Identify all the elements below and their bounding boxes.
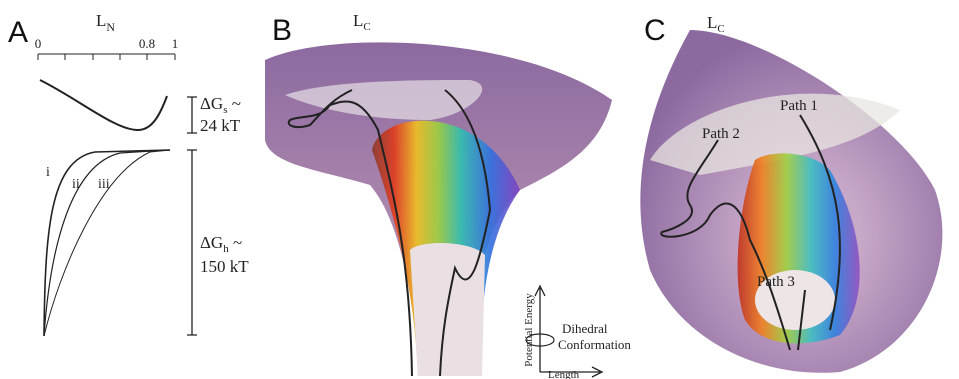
figure: A LN 0 0.8 1 ΔGs ~ 24 kT i ii iii ΔGh ~ …	[0, 0, 959, 379]
tick-label: 1	[172, 36, 179, 51]
panel-letter: B	[272, 14, 292, 47]
axes-legend: Potential Energy Dihedral Conformation L…	[523, 286, 631, 379]
delta-gh-main: ΔG	[200, 233, 223, 252]
path-label: Path 3	[757, 274, 795, 290]
surface-label-main: L	[707, 13, 717, 32]
panel-a: A LN 0 0.8 1 ΔGs ~ 24 kT i ii iii ΔGh ~ …	[8, 11, 249, 336]
vertical-axis-label: Potential Energy	[523, 293, 535, 367]
bracket	[187, 150, 197, 335]
panel-c: C LC Path 1 Path 2 Path 3	[640, 13, 942, 373]
surface-label-main: L	[353, 11, 363, 30]
panel-b: B LC Potential Energy Dihedral Conformat…	[265, 11, 631, 379]
panel-letter: C	[644, 14, 666, 47]
curve-label: i	[46, 165, 50, 180]
panel-letter: A	[8, 16, 28, 49]
delta-gh-tail: ~	[229, 233, 242, 252]
delta-gs-tail: ~	[228, 94, 241, 113]
path-label: Path 1	[780, 98, 818, 114]
axis-label: LN	[96, 11, 115, 34]
surface-label-sub: C	[363, 21, 370, 33]
axis-label-main: L	[96, 11, 106, 30]
tick-label: 0	[35, 36, 42, 51]
delta-gh-value: 150 kT	[200, 257, 249, 276]
curve-label: iii	[98, 177, 110, 192]
surface-label-sub: C	[717, 23, 724, 35]
delta-gs-main: ΔG	[200, 94, 223, 113]
axis-ticks	[38, 54, 175, 60]
curve-s	[40, 80, 167, 130]
curve-label: ii	[72, 177, 80, 192]
rotation-label: Conformation	[558, 337, 631, 352]
delta-gh: ΔGh ~	[200, 233, 242, 255]
rotation-label: Dihedral	[562, 321, 608, 336]
delta-gs: ΔGs ~	[200, 94, 241, 116]
delta-gs-value: 24 kT	[200, 116, 241, 135]
surface-label: LC	[353, 11, 371, 33]
axis-label-sub: N	[106, 20, 115, 34]
surface-label: LC	[707, 13, 725, 35]
bracket	[187, 97, 197, 133]
path-label: Path 2	[702, 126, 740, 142]
horizontal-axis-label: Length	[548, 369, 580, 379]
tick-label: 0.8	[139, 36, 155, 51]
